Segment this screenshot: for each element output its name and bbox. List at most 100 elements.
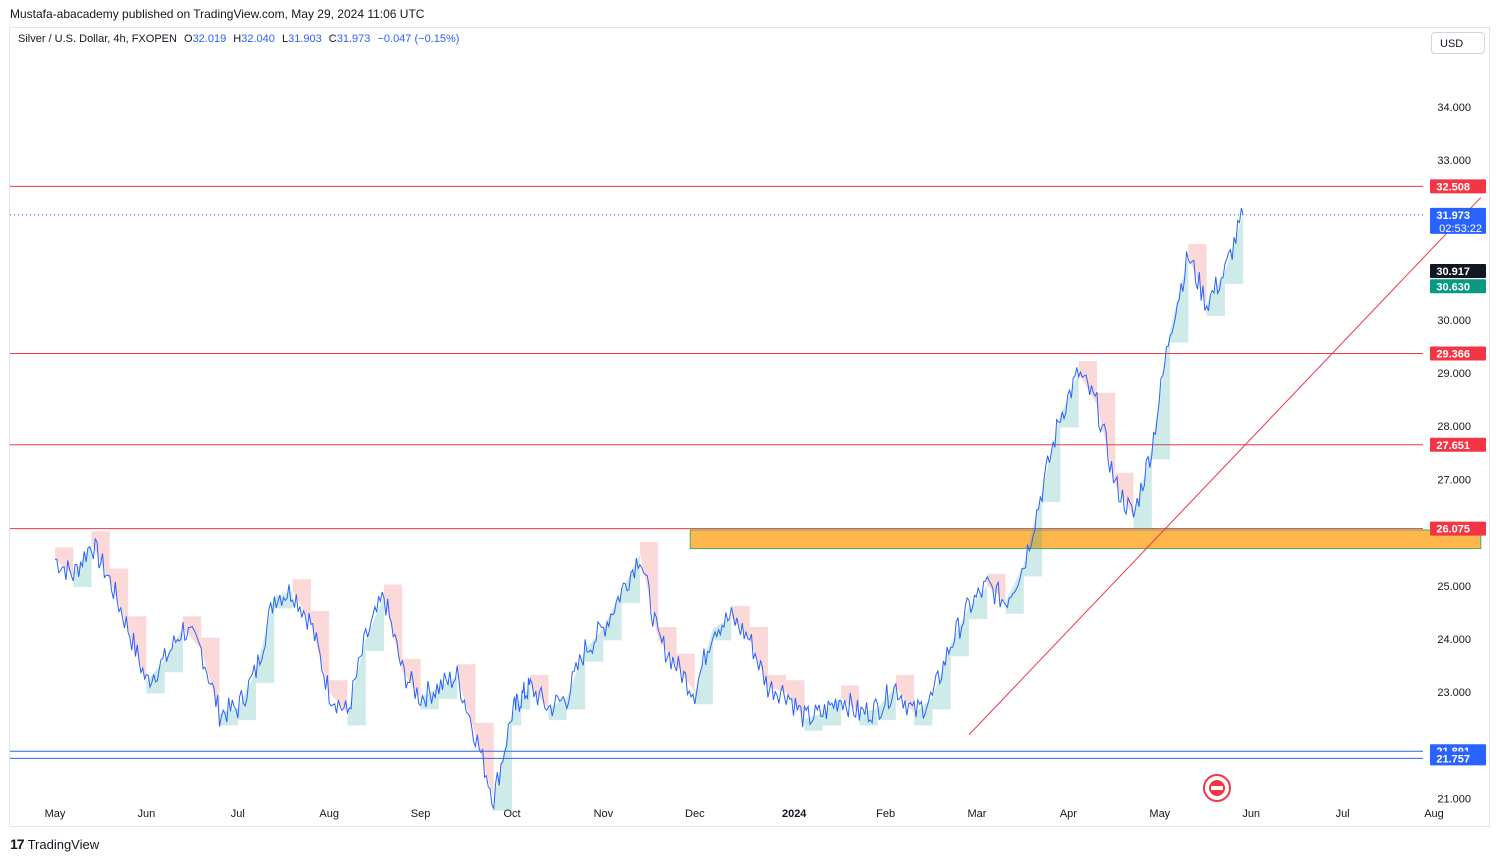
chart-frame <box>9 27 1490 827</box>
y-tick-label: 33.000 <box>1437 155 1471 167</box>
cloud-down-band <box>658 627 677 666</box>
cloud-down-band <box>329 680 348 714</box>
level-price-tag: 21.757 <box>1436 753 1470 765</box>
footer-brand[interactable]: 17 TradingView <box>10 836 99 852</box>
cloud-up-band <box>1133 447 1152 529</box>
close-label: C <box>328 33 337 45</box>
level-price-tag: 29.366 <box>1436 349 1470 361</box>
cloud-up-band <box>713 617 732 641</box>
level-price-tag-bg <box>1430 521 1486 536</box>
cloud-up-band <box>256 596 275 683</box>
indicator-price-tag: 30.917 <box>1436 266 1470 278</box>
indicator-price-tag: 30.630 <box>1436 281 1470 293</box>
support-zone[interactable] <box>689 529 1482 550</box>
y-tick-label: 34.000 <box>1437 102 1471 114</box>
open-label: O <box>184 33 193 45</box>
x-tick-label: Oct <box>503 808 520 820</box>
tradingview-logo-icon: 17 <box>10 836 25 852</box>
cloud-up-band <box>521 686 531 710</box>
cloud-down-band <box>109 568 129 629</box>
change-value: −0.047 (−0.15%) <box>377 33 460 45</box>
x-tick-label: Jun <box>138 808 156 820</box>
cloud-up-band <box>1023 490 1043 577</box>
open-value: 32.019 <box>192 33 227 45</box>
cloud-down-band <box>91 531 110 581</box>
indicator-price-tag-bg <box>1430 279 1486 294</box>
cloud-up-band <box>950 607 969 657</box>
last-price-tag: 31.973 <box>1436 210 1470 222</box>
y-tick-label: 23.000 <box>1437 687 1471 699</box>
x-tick-label: Jul <box>231 808 245 820</box>
close-value: 31.973 <box>336 33 371 45</box>
x-tick-label: 2024 <box>782 808 807 820</box>
cloud-down-band <box>841 685 860 714</box>
level-price-tag-bg <box>1430 751 1486 766</box>
level-price-tag-bg <box>1430 179 1486 194</box>
price-line[interactable] <box>54 207 1244 811</box>
high-label: H <box>233 33 242 45</box>
cloud-up-band <box>1224 214 1244 284</box>
y-tick-label: 27.000 <box>1437 474 1471 486</box>
cloud-down-band <box>55 547 74 576</box>
cloud-up-band <box>548 697 567 721</box>
cloud-up-band <box>1060 373 1079 428</box>
indicator-price-tag-bg <box>1430 264 1486 279</box>
level-price-tag: 26.075 <box>1436 524 1470 536</box>
x-tick-label: May <box>1149 808 1170 820</box>
x-tick-label: Jul <box>1336 808 1350 820</box>
cloud-down-band <box>1115 472 1134 517</box>
currency-button[interactable]: USD <box>1431 32 1485 54</box>
y-tick-label: 29.000 <box>1437 368 1471 380</box>
x-tick-label: Sep <box>411 808 431 820</box>
cloud-up-band <box>1042 415 1061 503</box>
trendline[interactable] <box>968 197 1482 736</box>
symbol-name: Silver / U.S. Dollar, 4h, FXOPEN <box>18 33 177 45</box>
cloud-down-band <box>402 658 421 698</box>
cloud-up-band <box>219 708 238 726</box>
y-tick-label: 21.000 <box>1437 794 1471 806</box>
cloud-up-band <box>146 660 165 694</box>
cloud-down-band <box>182 616 202 650</box>
cloud-down-band <box>895 674 915 714</box>
publisher-line: Mustafa-abacademy published on TradingVi… <box>10 7 425 21</box>
cloud-up-band <box>347 639 366 726</box>
cloud-down-band <box>731 605 750 639</box>
cloud-up-band <box>969 585 988 620</box>
x-tick-label: Nov <box>594 808 614 820</box>
cloud-down-band <box>457 664 476 735</box>
x-tick-label: May <box>45 808 66 820</box>
cloud-down-band <box>384 584 403 671</box>
y-tick-label: 30.000 <box>1437 315 1471 327</box>
cloud-up-band <box>365 596 385 651</box>
cloud-down-band <box>749 627 768 687</box>
cloud-down-band <box>1188 243 1207 304</box>
y-tick-label: 25.000 <box>1437 581 1471 593</box>
x-tick-label: Aug <box>319 808 339 820</box>
x-tick-label: Apr <box>1060 808 1077 820</box>
cloud-up-band <box>603 591 622 641</box>
cloud-down-band <box>475 722 494 799</box>
low-label: L <box>281 33 289 45</box>
symbol-legend[interactable]: Silver / U.S. Dollar, 4h, FXOPEN O32.019… <box>18 33 459 45</box>
brand-name: TradingView <box>27 836 100 852</box>
level-price-tag: 32.508 <box>1436 181 1470 193</box>
cloud-up-band <box>438 676 458 699</box>
level-price-tag-bg <box>1430 346 1486 361</box>
y-tick-label: 28.000 <box>1437 421 1471 433</box>
high-value: 32.040 <box>241 33 275 45</box>
last-price-tag-bg <box>1430 207 1486 234</box>
x-tick-label: Mar <box>968 808 987 820</box>
level-price-tag: 27.651 <box>1436 440 1470 452</box>
cloud-up-band <box>566 649 586 710</box>
y-tick-label: 24.000 <box>1437 634 1471 646</box>
cloud-down-band <box>292 579 311 624</box>
economic-event-icon-stripe <box>1211 786 1223 790</box>
x-tick-label: Jun <box>1242 808 1260 820</box>
cloud-up-band <box>164 628 183 673</box>
x-tick-label: Dec <box>685 808 705 820</box>
cloud-up-band <box>1151 330 1171 460</box>
x-tick-label: Aug <box>1424 808 1444 820</box>
cloud-up-band <box>694 628 714 705</box>
level-price-tag-bg <box>1430 437 1486 452</box>
